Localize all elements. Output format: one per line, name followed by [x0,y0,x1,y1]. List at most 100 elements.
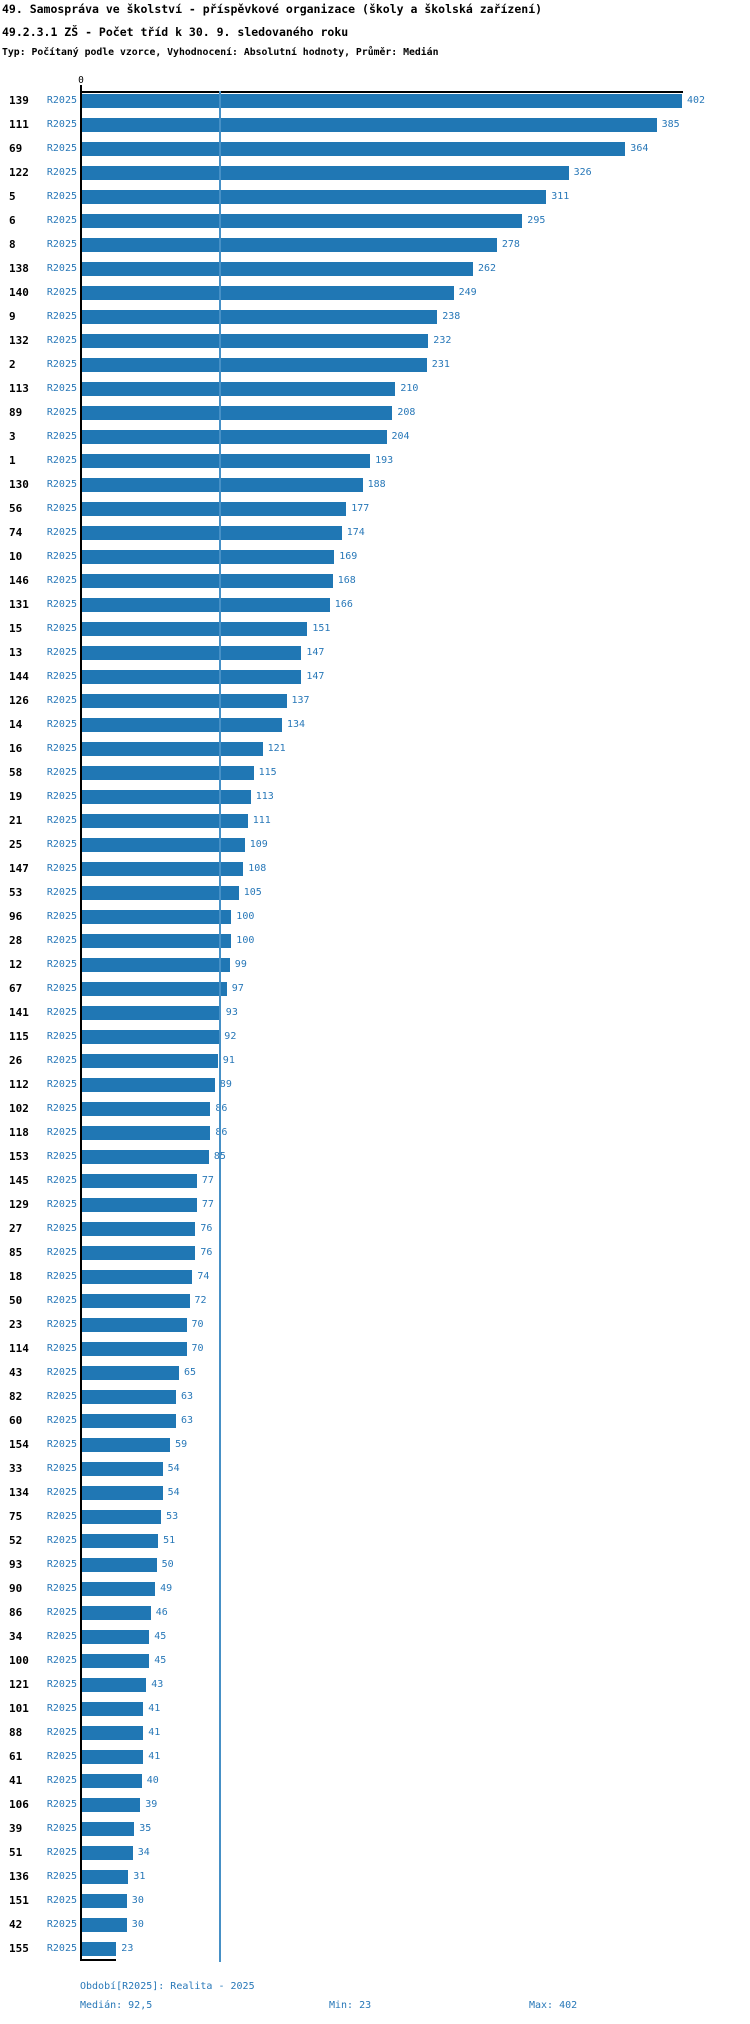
value-label: 262 [478,263,497,274]
period-label: R2025 [46,1079,77,1090]
org-id-label: 28 [9,934,23,947]
footer-period-label: Období[R2025]: Realita - 2025 [80,1981,255,1992]
org-id-label: 145 [9,1174,29,1187]
bar [82,550,335,564]
bar [82,1606,151,1620]
chart-row: 21 R2025 111 [0,814,750,828]
period-label: R2025 [46,1607,77,1618]
org-id-label: 85 [9,1246,23,1259]
value-label: 134 [287,719,306,730]
value-label: 49 [160,1583,173,1594]
chart-row: 50 R2025 72 [0,1294,750,1308]
period-label: R2025 [46,1919,77,1930]
org-id-label: 146 [9,574,29,587]
org-id-label: 147 [9,862,29,875]
chart-row: 86 R2025 46 [0,1606,750,1620]
org-id-label: 82 [9,1390,23,1403]
chart-row: 151 R2025 30 [0,1894,750,1908]
org-id-label: 26 [9,1054,23,1067]
period-label: R2025 [46,263,77,274]
org-id-label: 50 [9,1294,23,1307]
bar [82,478,363,492]
value-label: 54 [167,1463,180,1474]
period-label: R2025 [46,1175,77,1186]
org-id-label: 16 [9,742,23,755]
chart-row: 131 R2025 166 [0,598,750,612]
bar [82,1846,133,1860]
org-id-label: 18 [9,1270,23,1283]
bar [82,790,251,804]
period-label: R2025 [46,1559,77,1570]
bar [82,1438,171,1452]
chart-row: 111 R2025 385 [0,118,750,132]
period-label: R2025 [46,1823,77,1834]
chart-row: 13 R2025 147 [0,646,750,660]
value-label: 41 [148,1703,161,1714]
chart-row: 113 R2025 210 [0,382,750,396]
value-label: 34 [137,1847,150,1858]
bar [82,1078,215,1092]
org-id-label: 15 [9,622,23,635]
bar [82,766,254,780]
chart-row: 93 R2025 50 [0,1558,750,1572]
bar [82,310,438,324]
org-id-label: 27 [9,1222,23,1235]
bar [82,1342,187,1356]
org-id-label: 112 [9,1078,29,1091]
org-id-label: 58 [9,766,23,779]
value-label: 188 [367,479,386,490]
x-axis-zero-label: 0 [78,75,84,86]
bar [82,382,396,396]
value-label: 311 [551,191,570,202]
org-id-label: 113 [9,382,29,395]
chart-row: 19 R2025 113 [0,790,750,804]
period-label: R2025 [46,1103,77,1114]
org-id-label: 139 [9,94,29,107]
org-id-label: 155 [9,1942,29,1955]
chart-row: 8 R2025 278 [0,238,750,252]
period-label: R2025 [46,1127,77,1138]
bar [82,862,244,876]
period-label: R2025 [46,1367,77,1378]
value-label: 91 [222,1055,235,1066]
value-label: 238 [442,311,461,322]
chart-row: 27 R2025 76 [0,1222,750,1236]
chart-row: 26 R2025 91 [0,1054,750,1068]
value-label: 278 [501,239,520,250]
bar [82,1870,129,1884]
chart-row: 155 R2025 23 [0,1942,750,1956]
period-label: R2025 [46,1199,77,1210]
value-label: 99 [234,959,247,970]
bar [82,742,263,756]
org-id-label: 12 [9,958,23,971]
value-label: 63 [181,1415,194,1426]
chart-row: 74 R2025 174 [0,526,750,540]
bar [82,814,248,828]
period-label: R2025 [46,1943,77,1954]
value-label: 30 [131,1895,144,1906]
period-label: R2025 [46,839,77,850]
bar [82,406,393,420]
bar [82,694,287,708]
org-id-label: 25 [9,838,23,851]
org-id-label: 134 [9,1486,29,1499]
org-id-label: 6 [9,214,16,227]
period-label: R2025 [46,623,77,634]
bar [82,238,497,252]
chart-row: 25 R2025 109 [0,838,750,852]
bar [82,982,227,996]
chart-row: 56 R2025 177 [0,502,750,516]
org-id-label: 126 [9,694,29,707]
bar [82,598,330,612]
period-label: R2025 [46,431,77,442]
org-id-label: 141 [9,1006,29,1019]
value-label: 166 [334,599,353,610]
org-id-label: 93 [9,1558,23,1571]
org-id-label: 106 [9,1798,29,1811]
bar [82,1534,159,1548]
bar [82,1294,190,1308]
top-axis-line [80,91,683,93]
period-label: R2025 [46,983,77,994]
org-id-label: 132 [9,334,29,347]
chart-row: 140 R2025 249 [0,286,750,300]
